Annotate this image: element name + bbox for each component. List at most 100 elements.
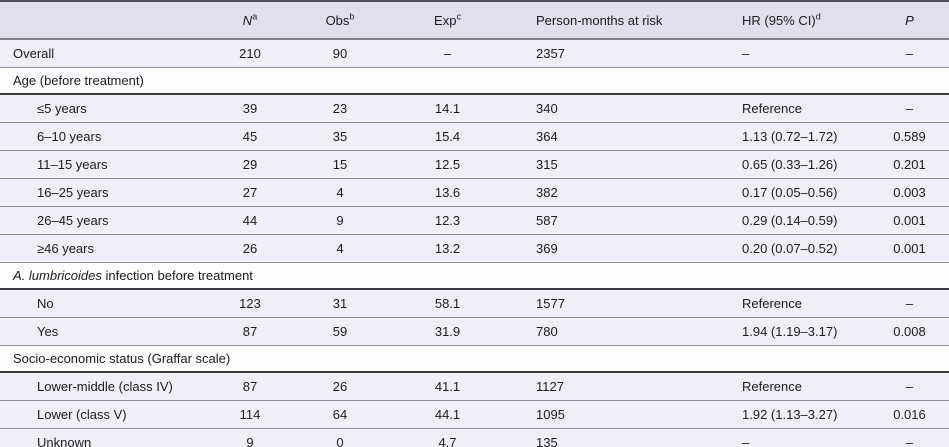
cell-hr: 0.65 (0.33–1.26) xyxy=(742,157,838,172)
header-cell-label xyxy=(0,1,210,39)
table-row: 11–15 years 29 15 12.5 315 0.65 (0.33–1.26) 0.… xyxy=(0,150,949,179)
section-label-italic-part: A. lumbricoides xyxy=(13,268,102,283)
cell-n: 114 xyxy=(239,407,261,422)
cell-n: 26 xyxy=(242,241,258,256)
table-row: 6–10 years 45 35 15.4 364 1.13 (0.72–1.72) 0.5… xyxy=(0,122,949,151)
cell-obs: 31 xyxy=(332,296,348,311)
header-footnote-marker: a xyxy=(252,11,258,22)
table-body: Overall 210 90–2357– – Age (before treatment… xyxy=(0,39,949,447)
row-label: 16–25 years xyxy=(37,185,109,200)
header-label: Obs xyxy=(325,12,350,28)
cell-hr: Reference xyxy=(742,379,802,394)
cell-person_months: 382 xyxy=(536,185,558,200)
table-row: Lower-middle (class IV) 87 26 41.1 1127 Refer… xyxy=(0,372,949,401)
row-label: 26–45 years xyxy=(37,213,109,228)
table-row: ≤5 years 39 23 14.1 340 Reference – xyxy=(0,94,949,123)
cell-n: 87 xyxy=(242,379,258,394)
row-label: ≤5 years xyxy=(37,101,87,116)
cell-p: – xyxy=(905,296,914,311)
row-label: Yes xyxy=(37,324,59,339)
cell-n: 39 xyxy=(242,101,258,116)
cell-exp: 31.9 xyxy=(434,324,461,339)
section-label: A. lumbricoides infection before treatme… xyxy=(13,268,253,283)
cell-exp: 4.7 xyxy=(438,435,457,447)
header-cell-exp: Expc xyxy=(390,1,505,39)
cell-p: 0.016 xyxy=(893,407,926,422)
table-row: 16–25 years 27 4 13.6 382 0.17 (0.05–0.56) 0.0… xyxy=(0,178,949,207)
cell-exp: 13.6 xyxy=(434,185,461,200)
cell-exp: 13.2 xyxy=(434,241,461,256)
cell-person_months: 315 xyxy=(536,157,558,172)
cell-p: 0.201 xyxy=(893,157,926,172)
cell-hr: 1.13 (0.72–1.72) xyxy=(742,129,838,144)
header-label: Exp xyxy=(434,12,457,28)
table-row: No 123 31 58.1 1577 Reference – xyxy=(0,289,949,318)
cell-person_months: 135 xyxy=(536,435,558,447)
header-footnote-marker: b xyxy=(349,11,355,22)
cell-p: – xyxy=(905,379,914,394)
cell-exp: 58.1 xyxy=(434,296,461,311)
cell-p: – xyxy=(905,46,914,61)
cell-obs: 35 xyxy=(332,129,348,144)
cell-obs: 59 xyxy=(332,324,348,339)
section-label: Age (before treatment) xyxy=(13,73,144,88)
section-row: A. lumbricoides infection before treatme… xyxy=(0,262,949,289)
row-label: Lower (class V) xyxy=(37,407,127,422)
cell-exp: 12.5 xyxy=(434,157,461,172)
cell-person_months: 587 xyxy=(536,213,558,228)
row-label: 11–15 years xyxy=(37,157,108,172)
cell-person_months: 340 xyxy=(536,101,558,116)
cell-person_months: 780 xyxy=(536,324,558,339)
cell-obs: 26 xyxy=(332,379,348,394)
row-label: ≥46 years xyxy=(37,241,94,256)
cell-exp: 14.1 xyxy=(434,101,461,116)
row-label: Unknown xyxy=(37,435,92,447)
header-label: P xyxy=(905,12,914,28)
cell-n: 44 xyxy=(242,213,258,228)
header-label: N xyxy=(242,12,253,28)
header-footnote-marker: c xyxy=(456,11,461,22)
header-footnote-marker: d xyxy=(815,11,821,22)
cell-p: 0.003 xyxy=(893,185,926,200)
header-row: Na Obsb Expc Person-months at risk HR (95% C… xyxy=(0,1,949,39)
header-cell-obs: Obsb xyxy=(290,1,390,39)
cell-exp: 44.1 xyxy=(434,407,461,422)
cell-n: 27 xyxy=(242,185,258,200)
cell-n: 45 xyxy=(242,129,258,144)
table-row: Lower (class V) 114 64 44.1 1095 1.92 (1.13–3… xyxy=(0,400,949,429)
cell-obs: 4 xyxy=(336,241,344,256)
cell-person_months: 1095 xyxy=(536,407,565,422)
cell-p: – xyxy=(905,435,914,447)
cell-hr: 1.94 (1.19–3.17) xyxy=(742,324,838,339)
cell-hr: Reference xyxy=(742,296,802,311)
header-cell-hr: HR (95% CI)d xyxy=(725,1,870,39)
table-row: Overall 210 90 – 2357 – – xyxy=(0,39,949,68)
section-row: Age (before treatment) xyxy=(0,67,949,94)
cell-obs: 4 xyxy=(336,185,344,200)
cell-person_months: 2357 xyxy=(536,46,565,61)
cell-hr: 0.17 (0.05–0.56) xyxy=(742,185,838,200)
cell-exp: 12.3 xyxy=(434,213,461,228)
cell-person_months: 369 xyxy=(536,241,558,256)
cell-person_months: 364 xyxy=(536,129,558,144)
cell-p: 0.589 xyxy=(893,129,926,144)
header-cell-p: P xyxy=(870,1,949,39)
cell-exp: 15.4 xyxy=(434,129,461,144)
cell-p: 0.008 xyxy=(893,324,926,339)
section-row: Socio-economic status (Graffar scale) xyxy=(0,345,949,372)
cell-person_months: 1127 xyxy=(536,379,564,394)
cell-hr: 0.29 (0.14–0.59) xyxy=(742,213,838,228)
cell-hr: – xyxy=(742,435,750,447)
cell-n: 9 xyxy=(246,435,254,447)
cell-n: 123 xyxy=(239,296,261,311)
header-label: Person-months at risk xyxy=(536,12,663,28)
section-label: Socio-economic status (Graffar scale) xyxy=(13,351,231,366)
cell-obs: 64 xyxy=(332,407,348,422)
header-cell-person_months: Person-months at risk xyxy=(505,1,725,39)
table-row: ≥46 years 26 4 13.2 369 0.20 (0.07–0.52) 0.001 xyxy=(0,234,949,263)
table-row: Yes 87 59 31.9 780 1.94 (1.19–3.17) 0.008 xyxy=(0,317,949,346)
cell-hr: 0.20 (0.07–0.52) xyxy=(742,241,838,256)
cell-obs: 9 xyxy=(336,213,344,228)
